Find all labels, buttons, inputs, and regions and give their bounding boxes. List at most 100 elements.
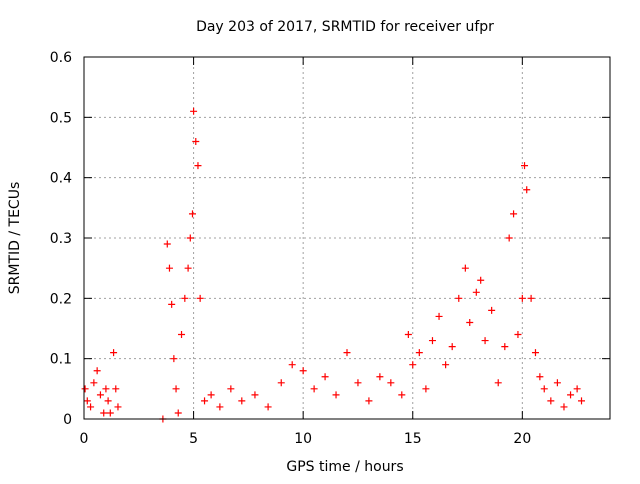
grid-layer [84,57,610,419]
data-point [165,264,173,272]
data-point [442,361,450,369]
data-point [332,391,340,399]
data-point [96,391,104,399]
data-point [321,373,329,381]
data-point [560,403,568,411]
data-point [83,397,91,405]
data-point [578,397,586,405]
data-point [461,264,469,272]
data-point [93,367,101,375]
y-tick-label: 0.4 [50,171,72,187]
data-point [553,379,561,387]
data-point [510,210,518,218]
data-point [299,367,307,375]
data-point [455,294,463,302]
data-point [264,403,272,411]
data-point [387,379,395,387]
data-point [435,312,443,320]
data-point [365,397,373,405]
data-point [422,385,430,393]
data-point [238,397,246,405]
data-point [172,385,180,393]
data-point [207,391,215,399]
data-point [104,397,112,405]
data-point [354,379,362,387]
data-point [481,337,489,345]
data-point [398,391,406,399]
data-point [505,234,513,242]
data-point [277,379,285,387]
data-point [523,186,531,194]
data-point [114,403,122,411]
data-point [521,162,529,170]
data-point [531,349,539,357]
data-point [192,137,200,145]
data-point [251,391,259,399]
y-tick-label: 0 [63,412,72,428]
data-point [178,331,186,339]
data-point [81,385,89,393]
data-point [518,294,526,302]
data-point [540,385,548,393]
data-point [190,107,198,115]
y-tick-label: 0.5 [50,110,72,126]
data-point [448,343,456,351]
data-point [501,343,509,351]
data-point [90,379,98,387]
data-point [343,349,351,357]
data-point [216,403,224,411]
x-tick-label: 20 [513,431,531,447]
data-point [112,385,120,393]
data-point [376,373,384,381]
plot-frame [83,56,611,420]
data-point [163,240,171,248]
data-point [170,355,178,363]
data-point [184,264,192,272]
data-point [310,385,318,393]
data-point [573,385,581,393]
data-point [547,397,555,405]
x-axis-label: GPS time / hours [286,459,403,475]
data-point [174,409,182,417]
data-point [87,403,95,411]
data-point [494,379,502,387]
y-axis-label: SRMTID / TECUs [7,182,23,295]
data-point [404,331,412,339]
data-point [514,331,522,339]
data-point [428,337,436,345]
x-tick-label: 0 [80,431,89,447]
points-layer [81,107,586,423]
data-point [106,409,114,417]
data-point [194,162,202,170]
data-point [110,349,118,357]
ticks-layer: 0 0.1 0.2 0.3 0.4 0.5 0.6 0 5 10 15 20 [50,50,610,447]
data-point [466,318,474,326]
data-point [409,361,417,369]
data-point [536,373,544,381]
x-tick-label: 5 [189,431,198,447]
x-tick-label: 15 [404,431,422,447]
y-tick-label: 0.3 [50,231,72,247]
data-point [100,409,108,417]
data-point [227,385,235,393]
y-tick-label: 0.1 [50,352,72,368]
data-point [567,391,575,399]
data-point [527,294,535,302]
data-point [477,276,485,284]
data-point [288,361,296,369]
data-point [181,294,189,302]
data-point [415,349,423,357]
data-point [196,294,204,302]
data-point [472,288,480,296]
y-tick-label: 0.6 [50,50,72,66]
data-point [188,210,196,218]
y-tick-label: 0.2 [50,291,72,307]
data-point [168,300,176,308]
data-point [186,234,194,242]
x-tick-label: 10 [294,431,312,447]
data-point [488,306,496,314]
data-point [201,397,209,405]
data-point [102,385,110,393]
